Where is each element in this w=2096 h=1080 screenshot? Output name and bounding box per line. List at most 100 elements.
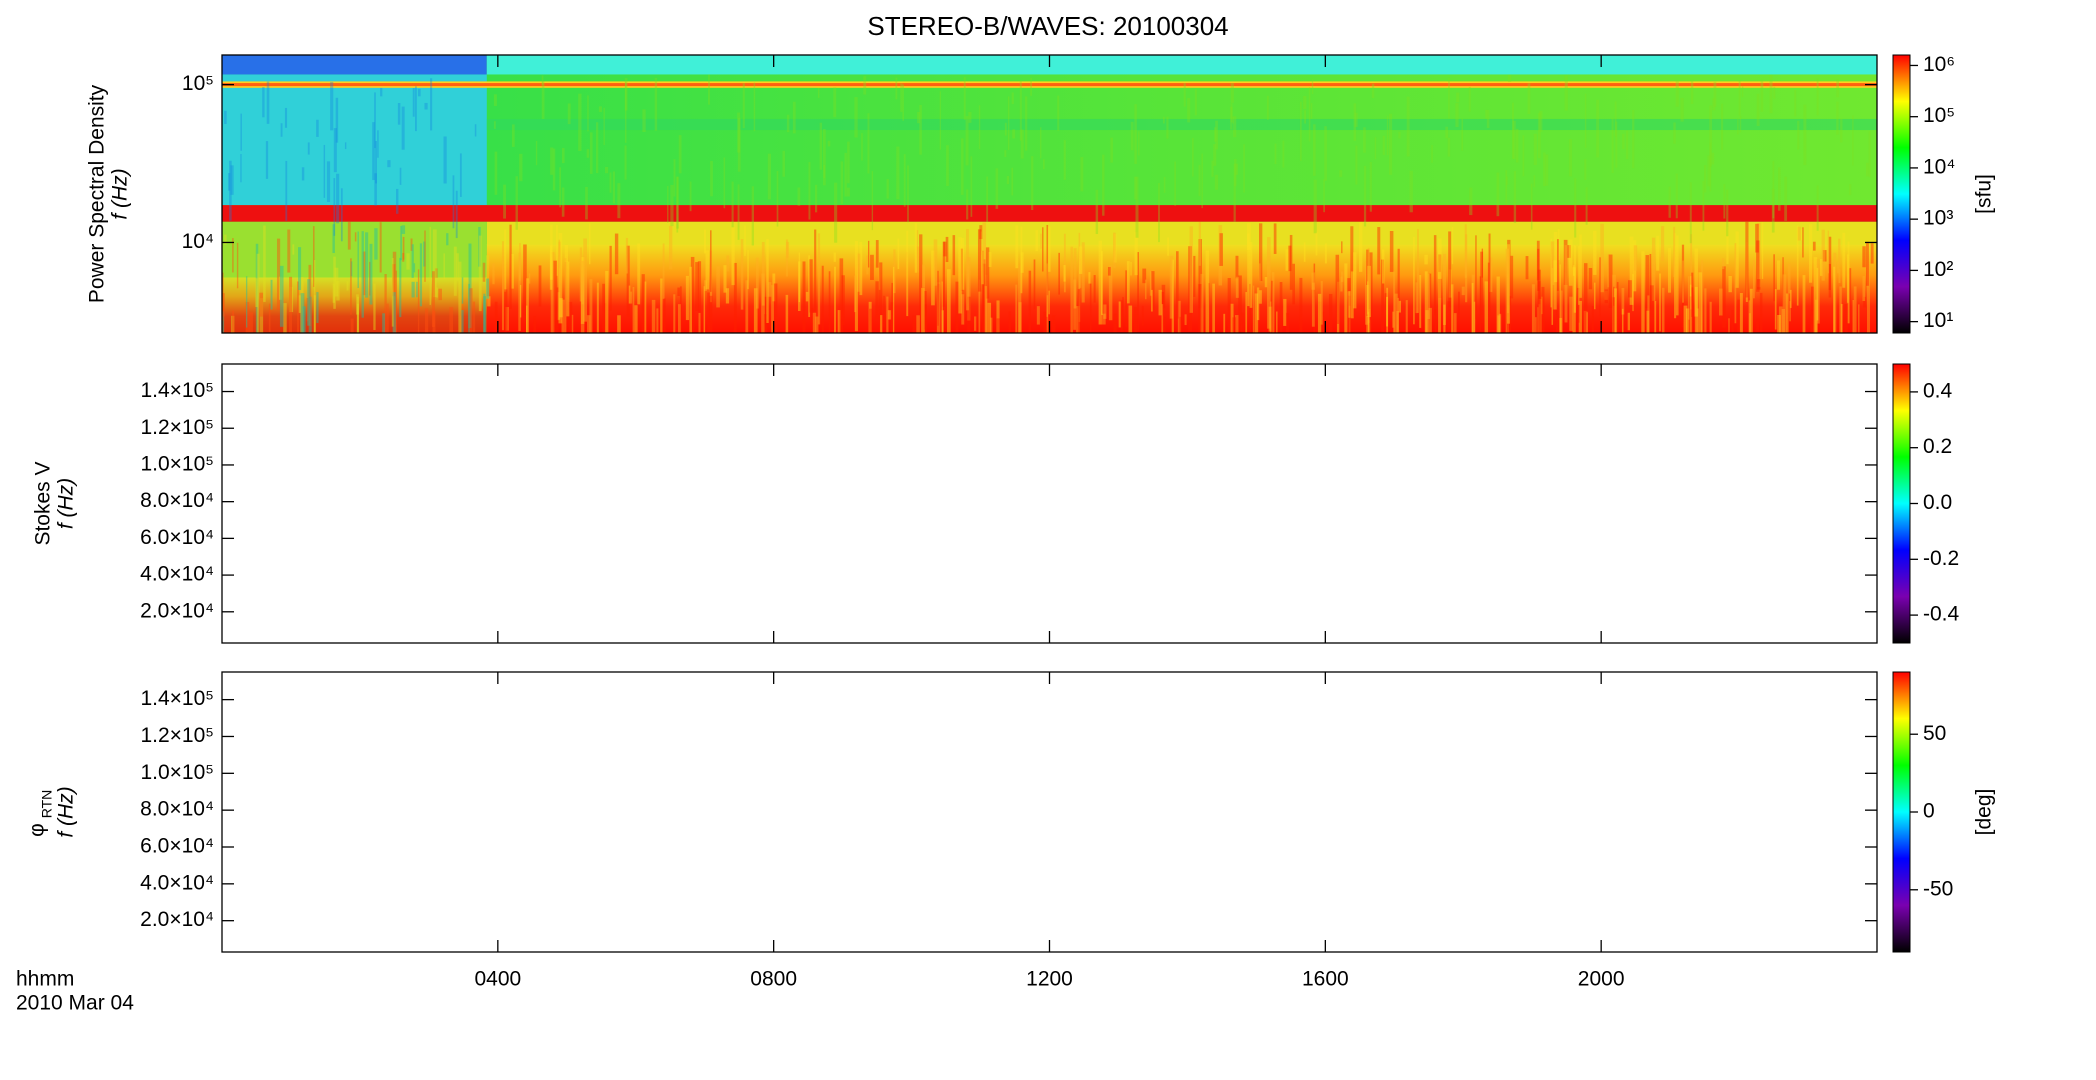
spectrogram-texture [301,167,305,181]
spectrogram-texture [1559,264,1561,333]
spectrogram-texture [1847,241,1850,324]
spectrogram-texture [1230,106,1233,130]
spectrogram-texture [871,171,874,231]
y-axis-label-subscript: RTN [39,790,55,819]
spectrogram-texture [1398,131,1401,139]
spectrogram-texture [984,286,988,333]
spectrogram-texture [961,294,965,325]
spectrogram-texture [1616,282,1619,333]
spectrogram-texture [1438,254,1442,298]
spectrogram-texture [1852,115,1854,166]
spectrogram-texture [1118,301,1122,328]
spectrogram-texture [224,110,227,125]
spectrogram-texture [1417,229,1419,313]
spectrogram-texture [452,175,455,229]
spectrogram-texture [1614,101,1617,137]
spectrogram-texture [960,248,963,291]
spectrogram-texture [1270,301,1272,333]
y-axis-label: Power Spectral Density [86,84,109,303]
spectrogram-texture [276,238,281,310]
spectrogram-texture [982,250,984,333]
spectrogram-texture [798,252,801,303]
spectrogram-texture [1535,317,1537,333]
spectrogram-texture [362,251,366,296]
spectrogram-texture [705,250,710,290]
spectrogram-texture [493,121,496,129]
colorbar-tick-label: 10¹ [1923,309,1953,332]
spectrogram-texture [1537,307,1539,333]
spectrogram-texture [617,183,621,219]
spectrogram-texture [1158,182,1160,243]
spectrogram-texture [891,282,893,316]
spectrogram-texture [815,316,819,333]
spectrogram-texture [981,251,984,285]
spectrogram-texture [483,293,486,333]
spectrogram-texture [1506,313,1510,333]
chart-title: STEREO-B/WAVES: 20100304 [867,11,1228,41]
spectrogram-texture [965,116,969,166]
spectrogram-texture [1415,282,1418,314]
spectrogram-texture [987,302,992,333]
spectrogram-texture [1012,129,1016,139]
spectrogram-texture [1865,241,1869,286]
spectrogram-texture [1089,283,1092,333]
spectrogram-texture [1381,259,1384,333]
spectrogram-texture [1394,293,1399,333]
spectrogram-texture [709,250,713,303]
spectrogram-texture [1735,231,1739,288]
spectrogram-texture [558,239,561,269]
spectrogram-texture [1660,226,1665,262]
spectrogram-texture [797,187,801,206]
spectrogram-texture [1304,110,1307,124]
spectrogram-texture [1711,152,1715,165]
spectrogram-texture [1098,240,1102,325]
spectrogram-texture [1846,254,1849,303]
spectrogram-texture [1778,306,1783,333]
spectrogram-texture [1675,173,1678,219]
spectrogram-texture [773,283,778,333]
spectrogram-texture [1797,120,1800,150]
spectrogram-texture [1292,263,1295,305]
spectrogram-texture [1853,286,1857,333]
spectrogram-texture [604,303,607,333]
spectrogram-texture [893,249,896,294]
y-tick-label: 1.4×10⁵ [140,379,214,402]
spectrogram-texture [417,88,421,97]
spectrogram-texture [1288,245,1292,272]
spectrogram-texture [1445,126,1449,139]
spectrogram-texture [519,284,522,318]
spectrogram-texture [461,310,464,333]
spectrogram-texture [1651,237,1656,301]
spectrogram-texture [1004,122,1007,136]
spectrogram-texture [400,225,403,261]
spectrogram-texture [419,243,423,307]
spectrogram-texture [764,314,767,333]
spectrogram-texture [1393,271,1396,333]
spectrogram-texture [561,148,565,164]
spectrogram-texture [859,241,863,296]
spectrogram-texture [1020,129,1024,159]
spectrogram-texture [1802,227,1804,258]
spectrogram-texture [731,181,734,228]
spectrogram-texture [1863,296,1867,308]
spectrogram-texture [1340,271,1344,282]
spectrogram-texture [1866,262,1870,333]
spectrogram-texture [966,229,969,311]
spectrogram-texture [1789,301,1791,322]
spectrogram-texture [771,285,774,333]
spectrogram-texture [786,114,790,133]
spectrogram-texture [1353,252,1357,309]
spectrogram-texture [617,315,621,333]
spectrogram-texture [446,233,449,246]
spectrogram-texture [1737,299,1741,333]
spectrogram-texture [677,287,680,296]
spectrogram-texture [941,281,943,333]
spectrogram-texture [1709,301,1712,333]
spectrogram-texture [505,307,509,331]
spectrogram-texture [768,282,772,297]
spectrogram-texture [1782,257,1784,307]
spectrogram-texture [1734,243,1737,324]
spectrogram-texture [1358,222,1363,272]
spectrogram-texture [1572,267,1576,333]
spectrogram-texture [1506,244,1511,324]
